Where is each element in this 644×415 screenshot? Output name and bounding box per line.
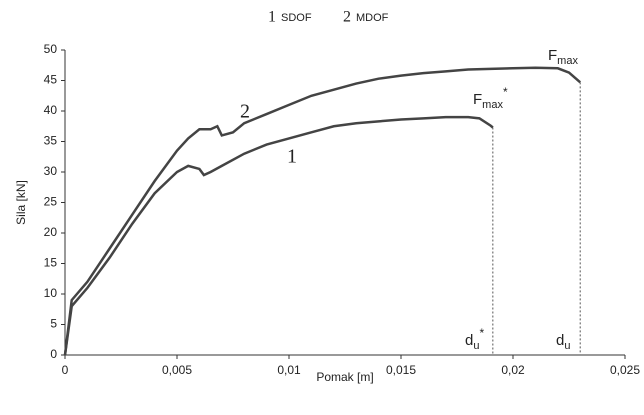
curve-label: 2 <box>240 101 250 123</box>
annotation-sub: max <box>482 99 503 111</box>
legend-marker: 2 <box>343 9 351 26</box>
y-tick-label: 50 <box>44 42 58 56</box>
series-line <box>63 66 582 356</box>
y-tick-label: 25 <box>44 195 58 209</box>
series-line <box>63 115 494 356</box>
annotation-base: d <box>465 332 473 349</box>
annotation-sup: * <box>479 326 484 340</box>
annotation: du* <box>465 326 484 352</box>
annotation-base: F <box>548 47 557 64</box>
y-tick-label: 30 <box>44 164 58 178</box>
y-axis-title: Sila [kN] <box>14 180 28 225</box>
annotation-sub: max <box>557 55 578 67</box>
y-tick-label: 5 <box>50 317 57 331</box>
annotation: du <box>556 332 570 352</box>
annotation: Fmax* <box>473 85 508 111</box>
x-tick-label: 0,02 <box>501 363 525 377</box>
annotation-sub: u <box>564 340 570 352</box>
y-tick-label: 10 <box>44 286 58 300</box>
legend-marker: 1 <box>268 9 276 26</box>
y-tick-label: 45 <box>44 73 58 87</box>
legend-label: MDOF <box>356 12 389 24</box>
x-tick-label: 0,005 <box>162 363 192 377</box>
curve-label: 1 <box>287 146 297 168</box>
annotation-sub: u <box>473 340 479 352</box>
annotation-sup: * <box>503 85 508 99</box>
x-tick-label: 0 <box>62 363 69 377</box>
y-tick-label: 40 <box>44 103 58 117</box>
annotation-base: F <box>473 91 482 108</box>
y-tick-label: 20 <box>44 225 58 239</box>
legend-label: SDOF <box>281 12 312 24</box>
x-tick-label: 0,025 <box>610 363 640 377</box>
y-tick-label: 0 <box>50 347 57 361</box>
x-tick-label: 0,015 <box>386 363 416 377</box>
x-axis-title: Pomak [m] <box>316 370 373 384</box>
y-tick-label: 15 <box>44 256 58 270</box>
x-tick-label: 0,01 <box>277 363 301 377</box>
annotation: Fmax <box>548 47 578 67</box>
annotation-base: d <box>556 332 564 349</box>
y-tick-label: 35 <box>44 134 58 148</box>
